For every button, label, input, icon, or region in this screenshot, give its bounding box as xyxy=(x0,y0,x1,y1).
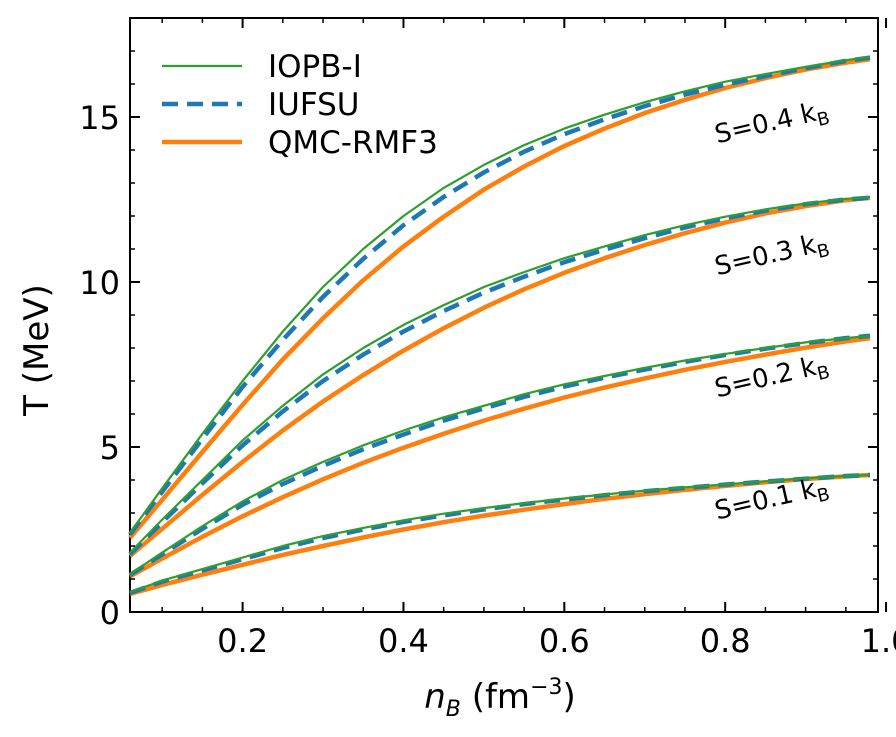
x-tick-label: 0.2 xyxy=(217,622,268,660)
x-tick-label: 0.8 xyxy=(700,622,751,660)
series-line-iufsu-s-0-4-kb xyxy=(128,55,871,536)
legend-label-qmc-rmf3: QMC-RMF3 xyxy=(268,125,438,161)
x-axis-label-unit: (fm xyxy=(461,677,530,717)
series-line-qmc-rmf3-s-0-3-kb xyxy=(128,195,871,558)
series-layer xyxy=(128,55,871,597)
y-tick-label: 5 xyxy=(100,429,120,467)
curve-annotation-subscript: B xyxy=(815,484,832,507)
x-axis-label-close: ) xyxy=(563,677,576,717)
curve-annotation-subscript: B xyxy=(815,240,832,263)
series-line-iopb-i-s-0-3-kb xyxy=(129,196,871,554)
x-axis-label-subscript: B xyxy=(446,697,461,722)
curve-annotation: S=0.2 kB xyxy=(712,349,832,408)
y-tick-label: 0 xyxy=(100,594,120,632)
x-axis-label: nB (fm−3) xyxy=(424,675,576,722)
series-line-iopb-i-s-0-1-kb xyxy=(129,473,871,594)
series-line-iufsu-s-0-3-kb xyxy=(128,195,871,556)
curve-annotation: S=0.4 kB xyxy=(712,95,832,154)
x-tick-label: 0.4 xyxy=(378,622,429,660)
x-tick-label: 0.6 xyxy=(539,622,590,660)
y-axis-label: T (MeV) xyxy=(17,284,57,417)
annotation-layer: S=0.4 kBS=0.3 kBS=0.2 kBS=0.1 kB xyxy=(712,95,832,527)
series-line-qmc-rmf3-s-0-2-kb xyxy=(128,335,871,579)
y-tick-label: 10 xyxy=(79,264,120,302)
curve-annotation-main: S=0.4 k xyxy=(712,98,819,150)
x-axis-label-symbol: n xyxy=(424,677,446,717)
series-line-iufsu-s-0-2-kb xyxy=(128,333,871,577)
curve-annotation-subscript: B xyxy=(815,108,832,131)
y-tick-label: 15 xyxy=(79,99,120,137)
legend-label-iopb-i: IOPB-I xyxy=(268,49,362,85)
curve-annotation-main: S=0.3 k xyxy=(712,230,819,282)
legend-label-iufsu: IUFSU xyxy=(268,87,360,123)
series-line-iopb-i-s-0-4-kb xyxy=(129,55,871,534)
series-line-iopb-i-s-0-2-kb xyxy=(129,334,871,575)
ticks-layer: 0.2 0.4 0.6 0.8 1.0 0 5 10 15 xyxy=(79,18,896,660)
x-axis-label-exponent: −3 xyxy=(530,675,562,700)
plot-frame xyxy=(129,17,879,613)
curve-annotation: S=0.3 kB xyxy=(712,227,832,286)
x-tick-label: 1.0 xyxy=(861,622,896,660)
curve-annotation-subscript: B xyxy=(815,362,832,385)
